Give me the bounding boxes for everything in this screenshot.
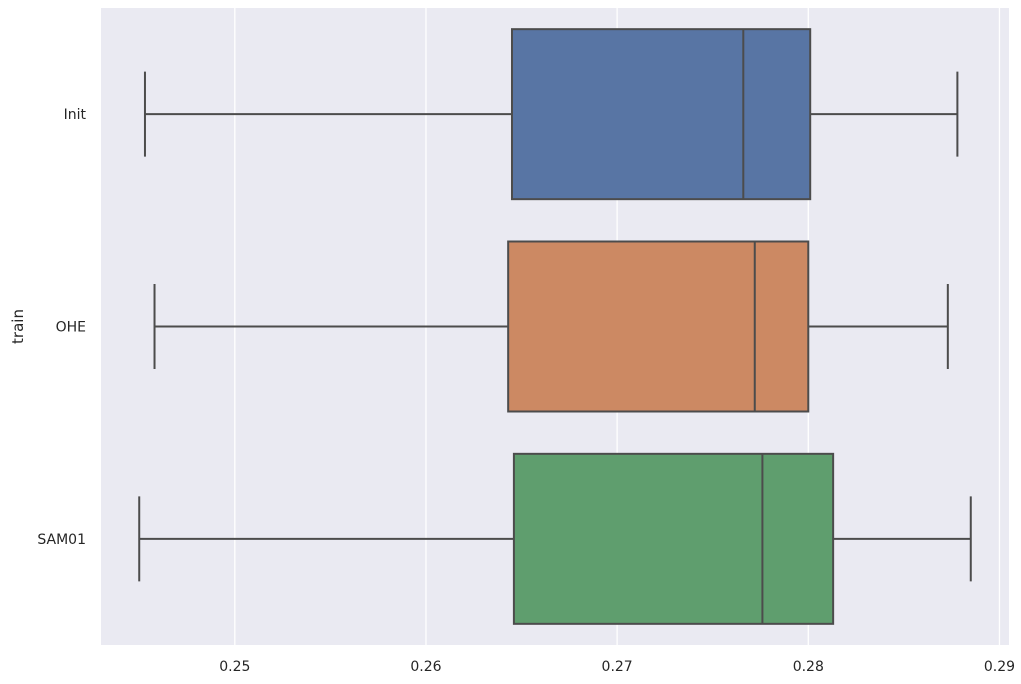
x-tick-label: 0.25 (219, 659, 250, 675)
box-iqr (510, 28, 812, 201)
y-tick-label: OHE (56, 320, 86, 336)
box-init (143, 28, 959, 201)
box-ohe (153, 240, 949, 413)
y-tick-label: SAM01 (37, 532, 86, 548)
y-axis-label: train (9, 309, 27, 344)
box-iqr (507, 240, 810, 413)
box-sam01 (138, 452, 972, 625)
y-tick-label: Init (64, 107, 87, 123)
x-tick-label: 0.26 (410, 659, 441, 675)
boxes-group (138, 28, 972, 625)
x-tick-label: 0.29 (984, 659, 1015, 675)
y-axis: Init OHE SAM01 (37, 107, 86, 548)
box-iqr (512, 452, 835, 625)
x-tick-label: 0.28 (793, 659, 824, 675)
x-axis: 0.25 0.26 0.27 0.28 0.29 (219, 659, 1015, 675)
x-tick-label: 0.27 (602, 659, 633, 675)
